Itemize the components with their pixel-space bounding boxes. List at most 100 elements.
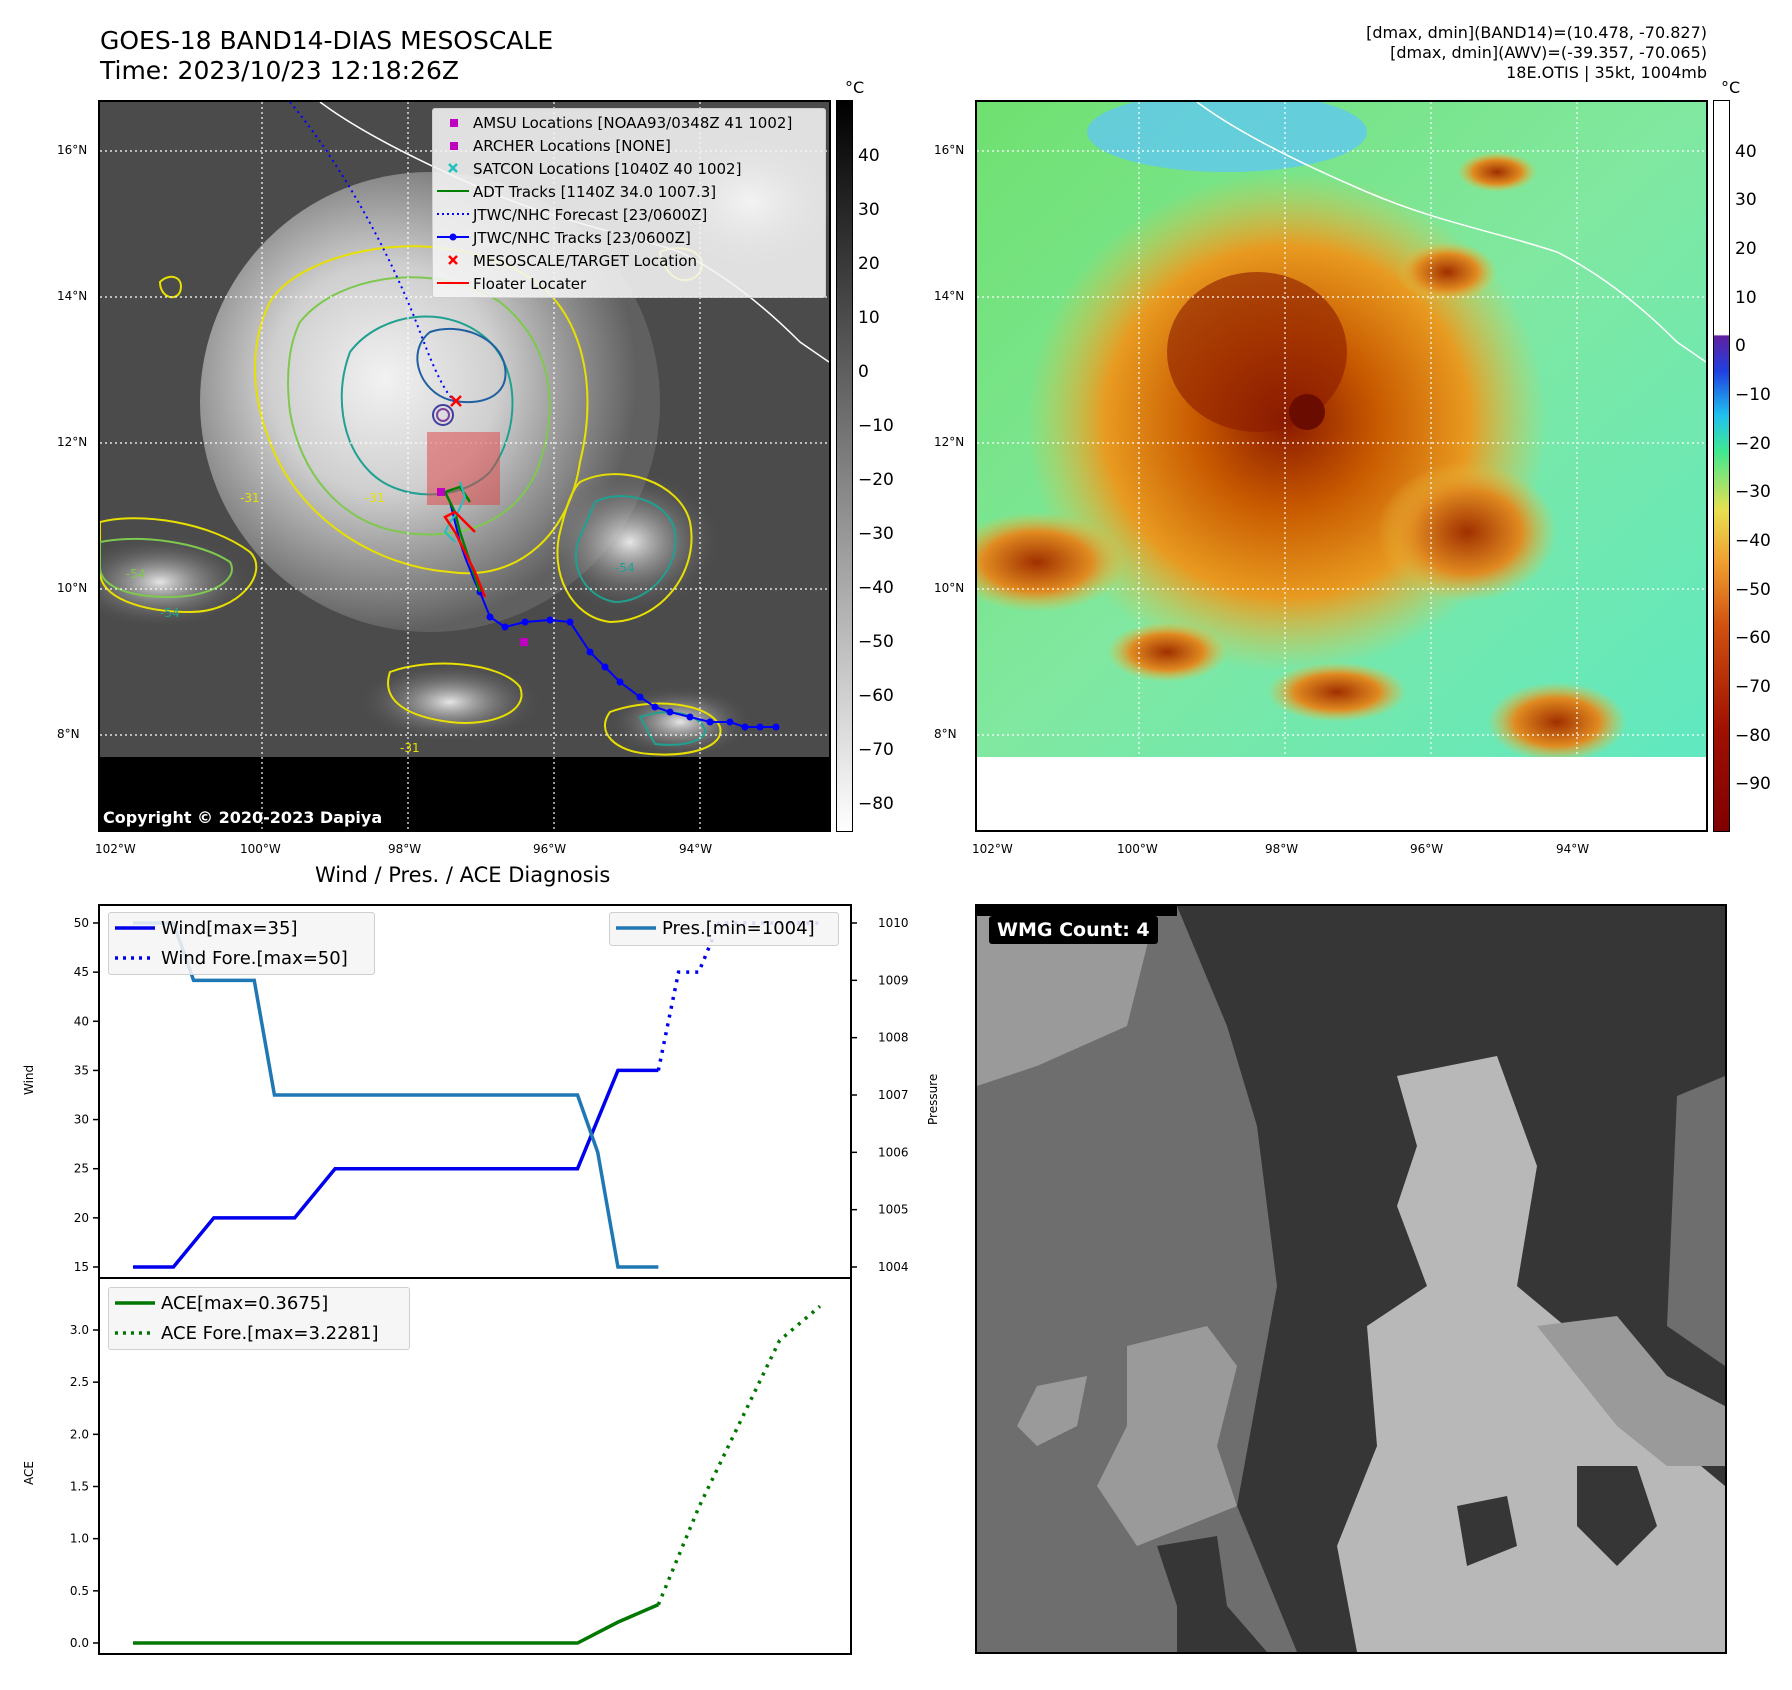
pressure-tick-label: 1007 bbox=[878, 1088, 909, 1102]
lat-label: 16°N bbox=[934, 143, 965, 157]
legend-item-ace-fore: ACE Fore.[max=3.2281] bbox=[115, 1322, 379, 1344]
colorbar-left-tick: −10 bbox=[858, 416, 894, 436]
colorbar-right bbox=[1713, 100, 1730, 832]
amsu-marker bbox=[520, 638, 528, 646]
colorbar-right-tick: 30 bbox=[1735, 190, 1757, 210]
lat-label: 10°N bbox=[57, 581, 88, 595]
wind-tick-label: 35 bbox=[74, 1063, 89, 1077]
legend-item-floater: Floater Locater bbox=[437, 274, 587, 293]
ace-tick-label: 2.0 bbox=[70, 1427, 89, 1441]
lat-label: 8°N bbox=[57, 727, 80, 741]
legend-item-ace: ACE[max=0.3675] bbox=[115, 1292, 329, 1314]
lat-label: 10°N bbox=[934, 581, 965, 595]
wind-tick-label: 45 bbox=[74, 965, 89, 979]
lon-label: 98°W bbox=[1265, 842, 1299, 856]
legend-item-wind: Wind[max=35] bbox=[115, 917, 298, 939]
svg-text:-31: -31 bbox=[365, 491, 385, 505]
awv-map-svg bbox=[977, 102, 1706, 830]
legend-item-jtwc-tracks: JTWC/NHC Tracks [23/0600Z] bbox=[433, 226, 825, 249]
colorbar-right-tick: 0 bbox=[1735, 336, 1746, 356]
ace-y-ticks: 3.0 2.5 2.0 1.5 1.0 0.5 0.0 bbox=[70, 1323, 99, 1650]
colorbar-left-tick: −50 bbox=[858, 632, 894, 652]
colorbar-right-tick: −20 bbox=[1735, 434, 1771, 454]
lon-label: 100°W bbox=[240, 842, 281, 856]
ace-tick-label: 2.5 bbox=[70, 1375, 89, 1389]
ace-tick-label: 1.5 bbox=[70, 1480, 89, 1494]
wind-tick-label: 15 bbox=[74, 1260, 89, 1274]
legend-item-pressure: Pres.[min=1004] bbox=[616, 917, 815, 939]
wind-tick-label: 25 bbox=[74, 1162, 89, 1176]
svg-text:-54: -54 bbox=[615, 561, 635, 575]
lat-label: 8°N bbox=[934, 727, 957, 741]
colorbar-left-tick: −60 bbox=[858, 686, 894, 706]
colorbar-left-tick: 10 bbox=[858, 308, 880, 328]
colorbar-left bbox=[836, 100, 853, 832]
lon-label: 98°W bbox=[388, 842, 422, 856]
ace-axes bbox=[98, 1277, 852, 1655]
colorbar-left-tick: 30 bbox=[858, 200, 880, 220]
ace-tick-label: 0.5 bbox=[70, 1584, 89, 1598]
legend-item-satcon: SATCON Locations [1040Z 40 1002] bbox=[433, 157, 825, 180]
wind-tick-label: 20 bbox=[74, 1211, 89, 1225]
awv-gridlines bbox=[977, 102, 1706, 757]
wind-y-ticks: 50 45 40 35 30 25 20 15 bbox=[74, 916, 99, 1274]
colorbar-right-tick: −90 bbox=[1735, 774, 1771, 794]
info-dmax-band14: [dmax, dmin](BAND14)=(10.478, -70.827) bbox=[1366, 23, 1707, 42]
lat-label: 12°N bbox=[57, 435, 88, 449]
wind-legend: Wind[max=35] Wind Fore.[max=50] bbox=[108, 912, 375, 975]
wind-tick-label: 50 bbox=[74, 916, 89, 930]
colorbar-right-tick: −60 bbox=[1735, 628, 1771, 648]
pressure-tick-label: 1009 bbox=[878, 973, 909, 987]
floater-locater-track bbox=[443, 510, 487, 598]
lat-label: 14°N bbox=[934, 289, 965, 303]
series-line-wind bbox=[133, 1068, 659, 1269]
colorbar-right-tick: −80 bbox=[1735, 726, 1771, 746]
copyright: Copyright © 2020-2023 Dapiya bbox=[103, 808, 383, 827]
awv-map bbox=[975, 100, 1708, 832]
series-line-pressure bbox=[133, 921, 659, 1269]
wind-pressure-series bbox=[133, 921, 820, 1269]
contour-labels: -54 -31 -31 -54 -54 -31 bbox=[126, 491, 635, 755]
colorbar-left-tick: 0 bbox=[858, 362, 869, 382]
colorbar-left-tick: −70 bbox=[858, 740, 894, 760]
colorbar-right-tick: 40 bbox=[1735, 142, 1757, 162]
pressure-tick-label: 1008 bbox=[878, 1031, 909, 1045]
series-line-ace-forecast bbox=[656, 1304, 822, 1606]
legend-item-amsu: AMSU Locations [NOAA93/0348Z 41 1002] bbox=[433, 111, 825, 134]
wmg-image bbox=[977, 906, 1725, 1652]
lon-label: 96°W bbox=[533, 842, 567, 856]
chart-title: GOES-18 BAND14-DIAS MESOSCALE bbox=[100, 26, 554, 55]
pressure-tick-label: 1005 bbox=[878, 1203, 909, 1217]
wmg-count-badge: WMG Count: 4 bbox=[989, 916, 1158, 944]
wind-tick-label: 40 bbox=[74, 1014, 89, 1028]
svg-text:-54: -54 bbox=[160, 606, 180, 620]
ace-tick-label: 3.0 bbox=[70, 1323, 89, 1337]
diagnosis-title: Wind / Pres. / ACE Diagnosis bbox=[315, 863, 611, 887]
lon-label: 100°W bbox=[1117, 842, 1158, 856]
ace-tick-label: 0.0 bbox=[70, 1636, 89, 1650]
target-marker bbox=[450, 395, 462, 407]
awv-coastline bbox=[1196, 102, 1706, 363]
ace-legend: ACE[max=0.3675] ACE Fore.[max=3.2281] bbox=[108, 1287, 410, 1350]
series-line-ace bbox=[133, 1603, 660, 1645]
colorbar-left-tick: 40 bbox=[858, 146, 880, 166]
pressure-y-ticks: 1010 1009 1008 1007 1006 1005 1004 bbox=[851, 916, 909, 1274]
legend-item-adt: ADT Tracks [1140Z 34.0 1007.3] bbox=[437, 182, 717, 201]
legend-item-wind-fore: Wind Fore.[max=50] bbox=[115, 947, 348, 969]
lat-label: 12°N bbox=[934, 435, 965, 449]
colorbar-right-tick: 10 bbox=[1735, 288, 1757, 308]
lat-label: 14°N bbox=[57, 289, 88, 303]
lon-label: 102°W bbox=[95, 842, 136, 856]
pressure-tick-label: 1006 bbox=[878, 1145, 909, 1159]
colorbar-right-tick: 20 bbox=[1735, 239, 1757, 259]
ace-tick-label: 1.0 bbox=[70, 1532, 89, 1546]
colorbar-right-tick: −40 bbox=[1735, 531, 1771, 551]
lat-label: 16°N bbox=[57, 143, 88, 157]
pressure-tick-label: 1010 bbox=[878, 916, 909, 930]
svg-text:-54: -54 bbox=[126, 567, 146, 581]
pressure-legend: Pres.[min=1004] bbox=[609, 912, 839, 946]
map-legend: AMSU Locations [NOAA93/0348Z 41 1002] AR… bbox=[432, 108, 826, 298]
wind-tick-label: 30 bbox=[74, 1113, 89, 1127]
wmg-panel: WMG Count: 4 bbox=[975, 904, 1727, 1654]
